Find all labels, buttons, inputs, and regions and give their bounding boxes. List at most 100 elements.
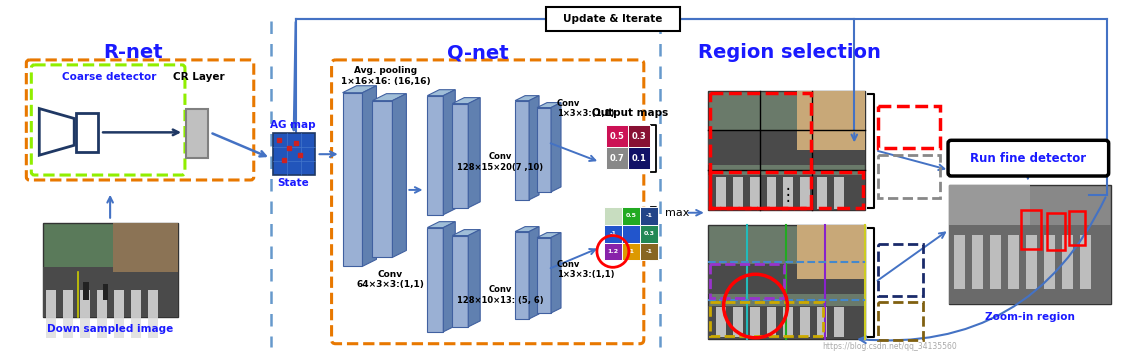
Bar [750, 177, 760, 209]
Polygon shape [428, 96, 444, 215]
Text: Conv
128×15×20(7 ,10): Conv 128×15×20(7 ,10) [457, 153, 543, 172]
Polygon shape [551, 103, 561, 192]
Bar [710, 93, 812, 208]
Bar [46, 290, 56, 338]
Polygon shape [537, 103, 561, 107]
Polygon shape [453, 98, 480, 103]
Bar [708, 264, 865, 294]
Bar [273, 134, 315, 175]
Bar [640, 242, 658, 260]
Polygon shape [453, 229, 480, 236]
Polygon shape [373, 94, 406, 101]
Bar [622, 242, 640, 260]
Text: 0.1: 0.1 [631, 154, 646, 163]
Polygon shape [393, 94, 406, 257]
Polygon shape [444, 90, 455, 215]
Bar [800, 307, 811, 337]
Text: Q-net: Q-net [447, 43, 509, 63]
Bar [113, 223, 178, 272]
Polygon shape [530, 227, 539, 319]
Polygon shape [342, 86, 376, 93]
Bar [797, 224, 865, 279]
Polygon shape [469, 98, 480, 208]
Text: Region selection: Region selection [698, 43, 881, 63]
Bar [949, 185, 1111, 304]
Bar [750, 307, 760, 337]
Bar [1026, 234, 1036, 289]
Bar [817, 177, 828, 209]
Bar [972, 234, 983, 289]
Bar [800, 177, 811, 209]
Bar [784, 177, 794, 209]
Text: max: max [665, 208, 689, 218]
Bar [606, 125, 628, 147]
Bar [640, 224, 658, 242]
Bar [878, 302, 924, 340]
Bar [834, 177, 844, 209]
Polygon shape [537, 107, 551, 192]
Bar [784, 307, 794, 337]
Bar [606, 147, 628, 169]
Text: 0.5: 0.5 [610, 132, 624, 141]
Bar [1021, 210, 1041, 250]
Bar [878, 155, 940, 198]
Text: AG map: AG map [270, 120, 315, 130]
Polygon shape [342, 93, 362, 266]
Polygon shape [537, 238, 551, 313]
Bar [604, 242, 622, 260]
Bar [1008, 234, 1018, 289]
Polygon shape [428, 90, 455, 96]
Text: 0.3: 0.3 [644, 231, 655, 236]
Text: -1: -1 [646, 249, 653, 254]
Bar [622, 207, 640, 224]
Polygon shape [515, 232, 530, 319]
Text: Conv
64×3×3:(1,1): Conv 64×3×3:(1,1) [357, 270, 425, 289]
Bar [817, 307, 828, 337]
Text: Zoom-in region: Zoom-in region [984, 312, 1075, 322]
Bar [708, 306, 865, 339]
Polygon shape [515, 227, 539, 232]
Bar [80, 290, 90, 338]
Bar [949, 185, 1030, 224]
Bar [1061, 234, 1073, 289]
Bar [63, 290, 73, 338]
Bar [878, 245, 924, 296]
Bar [131, 290, 141, 338]
Text: Down sampled image: Down sampled image [47, 324, 173, 334]
Bar [1044, 234, 1054, 289]
Bar [767, 307, 777, 337]
Bar [628, 147, 650, 169]
Bar [1069, 211, 1085, 246]
Text: 1.2: 1.2 [607, 249, 619, 254]
Bar [1079, 234, 1091, 289]
FancyArrowPatch shape [859, 197, 1105, 343]
Bar [628, 125, 650, 147]
Bar [708, 175, 865, 210]
Bar [103, 284, 108, 300]
Bar [716, 307, 726, 337]
Text: Coarse detector: Coarse detector [62, 72, 156, 82]
Bar [708, 130, 865, 165]
Text: Run fine detector: Run fine detector [970, 152, 1086, 165]
Text: ⋮: ⋮ [779, 186, 796, 204]
Polygon shape [444, 222, 455, 332]
Bar [84, 282, 89, 300]
Polygon shape [362, 86, 376, 266]
Text: State: State [277, 178, 308, 188]
Text: https://blog.csdn.net/qq_34135560: https://blog.csdn.net/qq_34135560 [822, 342, 956, 351]
Text: Avg. pooling
1×16×16: (16,16): Avg. pooling 1×16×16: (16,16) [341, 66, 430, 86]
Bar [716, 177, 726, 209]
Text: CR Layer: CR Layer [173, 72, 225, 82]
Bar [43, 223, 178, 317]
Bar [640, 207, 658, 224]
Bar [604, 224, 622, 242]
Text: R-net: R-net [103, 43, 163, 63]
Bar [622, 224, 640, 242]
Bar [97, 290, 107, 338]
FancyBboxPatch shape [546, 8, 680, 31]
Text: 0.5: 0.5 [625, 213, 637, 218]
Bar [878, 106, 940, 148]
Text: -1: -1 [610, 231, 616, 236]
Bar [604, 207, 622, 224]
Bar [148, 290, 158, 338]
